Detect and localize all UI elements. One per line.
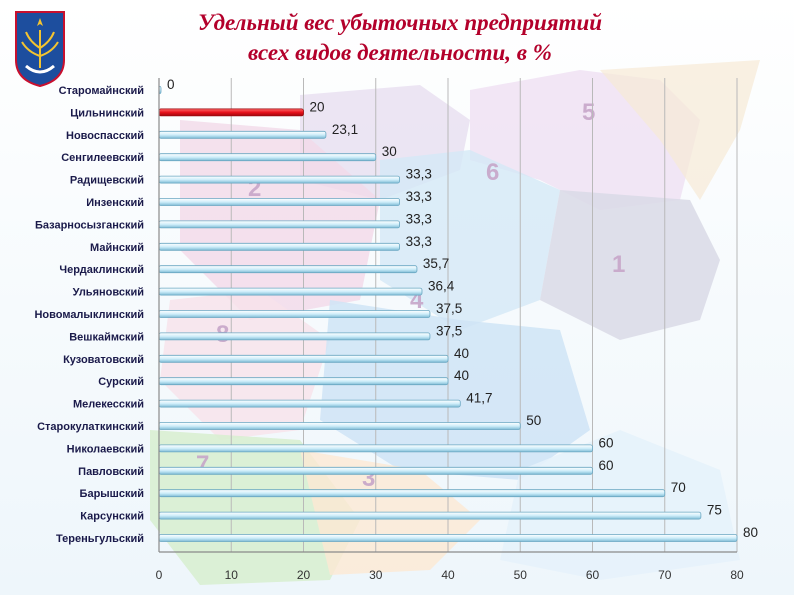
category-label: Базарносызганский xyxy=(35,219,144,231)
category-label: Чердаклинский xyxy=(59,264,144,276)
value-label: 70 xyxy=(671,480,686,495)
value-label: 50 xyxy=(526,413,541,428)
x-tick-label: 60 xyxy=(586,568,600,582)
value-label: 40 xyxy=(454,368,469,383)
bar xyxy=(158,466,593,475)
category-label: Инзенский xyxy=(86,197,144,209)
category-label: Радищевский xyxy=(70,175,144,187)
category-label: Тереньгульский xyxy=(56,533,144,545)
bar xyxy=(158,287,423,296)
district-number: 6 xyxy=(486,159,499,186)
chart-subtitle: всех видов деятельности, в % xyxy=(248,40,552,65)
bar xyxy=(158,511,702,520)
category-label: Майнский xyxy=(90,242,144,254)
value-label: 33,3 xyxy=(406,189,432,204)
bar xyxy=(158,220,400,229)
bar xyxy=(158,534,738,542)
category-label: Сенгилеевский xyxy=(61,152,144,164)
category-label: Новоспасский xyxy=(66,130,144,142)
x-tick-label: 70 xyxy=(658,568,672,582)
x-tick-label: 10 xyxy=(225,568,239,582)
value-label: 33,3 xyxy=(406,211,432,226)
bar xyxy=(158,422,521,430)
value-label: 60 xyxy=(599,435,614,450)
chart-title: Удельный вес убыточных предприятий xyxy=(197,10,603,35)
value-label: 0 xyxy=(167,77,175,92)
x-tick-label: 30 xyxy=(369,568,383,582)
value-label: 36,4 xyxy=(428,279,455,294)
coat-of-arms-logo xyxy=(15,11,65,88)
category-label: Вешкаймский xyxy=(69,331,144,343)
category-label: Барышский xyxy=(80,488,144,500)
category-label: Мелекесский xyxy=(73,399,144,411)
value-label: 75 xyxy=(707,503,722,518)
bar xyxy=(158,444,593,453)
bar xyxy=(158,377,449,386)
x-tick-label: 0 xyxy=(156,568,163,582)
value-label: 40 xyxy=(454,346,469,361)
value-label: 37,5 xyxy=(436,323,462,338)
value-label: 80 xyxy=(743,525,758,540)
bar xyxy=(158,354,449,363)
value-label: 23,1 xyxy=(332,122,358,137)
value-label: 37,5 xyxy=(436,301,462,316)
value-label: 60 xyxy=(599,458,614,473)
bar xyxy=(158,332,431,341)
bar xyxy=(158,153,377,162)
category-label: Кузоватовский xyxy=(63,354,144,366)
bar-highlighted xyxy=(158,108,304,117)
bar xyxy=(158,265,418,274)
value-label: 35,7 xyxy=(423,256,449,271)
bar xyxy=(158,242,400,251)
category-label: Карсунский xyxy=(80,511,144,523)
value-label: 33,3 xyxy=(406,167,432,182)
category-label: Старокулаткинский xyxy=(37,421,144,433)
bar xyxy=(158,310,431,318)
category-label: Ульяновский xyxy=(73,287,144,299)
category-label: Цильнинский xyxy=(70,107,144,119)
x-tick-label: 50 xyxy=(514,568,528,582)
bar xyxy=(158,489,666,498)
value-label: 33,3 xyxy=(406,234,432,249)
bar xyxy=(158,399,461,408)
category-label: Старомайнский xyxy=(59,85,144,97)
category-label: Николаевский xyxy=(67,443,144,455)
value-label: 30 xyxy=(382,144,397,159)
bar xyxy=(158,198,400,206)
x-tick-label: 80 xyxy=(730,568,744,582)
bar xyxy=(158,175,400,184)
category-label: Павловский xyxy=(78,466,144,478)
x-tick-label: 20 xyxy=(297,568,311,582)
category-label: Сурский xyxy=(98,376,144,388)
bar xyxy=(158,130,327,139)
value-label: 41,7 xyxy=(466,391,492,406)
x-tick-label: 40 xyxy=(441,568,455,582)
value-label: 20 xyxy=(310,99,325,114)
category-label: Новомалыклинский xyxy=(34,309,144,321)
district-number: 1 xyxy=(612,251,625,278)
